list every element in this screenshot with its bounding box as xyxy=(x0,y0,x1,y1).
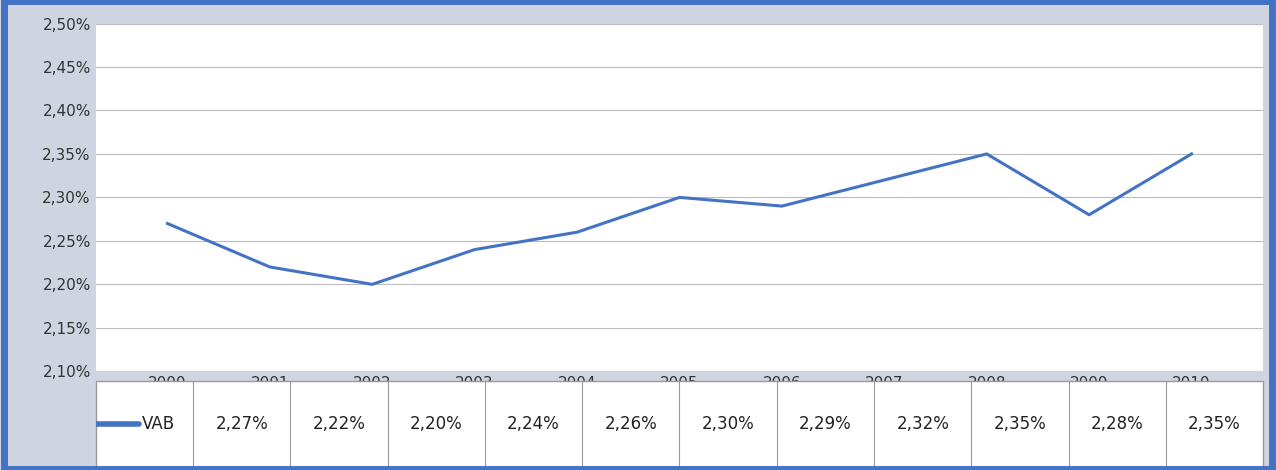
Text: 2,28%: 2,28% xyxy=(1091,415,1143,433)
Text: 2,24%: 2,24% xyxy=(507,415,560,433)
Text: 2,27%: 2,27% xyxy=(216,415,268,433)
Text: VAB: VAB xyxy=(142,415,175,433)
Text: 2,30%: 2,30% xyxy=(702,415,754,433)
Text: 2,20%: 2,20% xyxy=(410,415,463,433)
Text: 2,22%: 2,22% xyxy=(313,415,365,433)
Text: 2,26%: 2,26% xyxy=(605,415,657,433)
Text: 2,35%: 2,35% xyxy=(994,415,1046,433)
Text: 2,32%: 2,32% xyxy=(896,415,949,433)
Text: 2,35%: 2,35% xyxy=(1188,415,1242,433)
Text: 2,29%: 2,29% xyxy=(799,415,852,433)
